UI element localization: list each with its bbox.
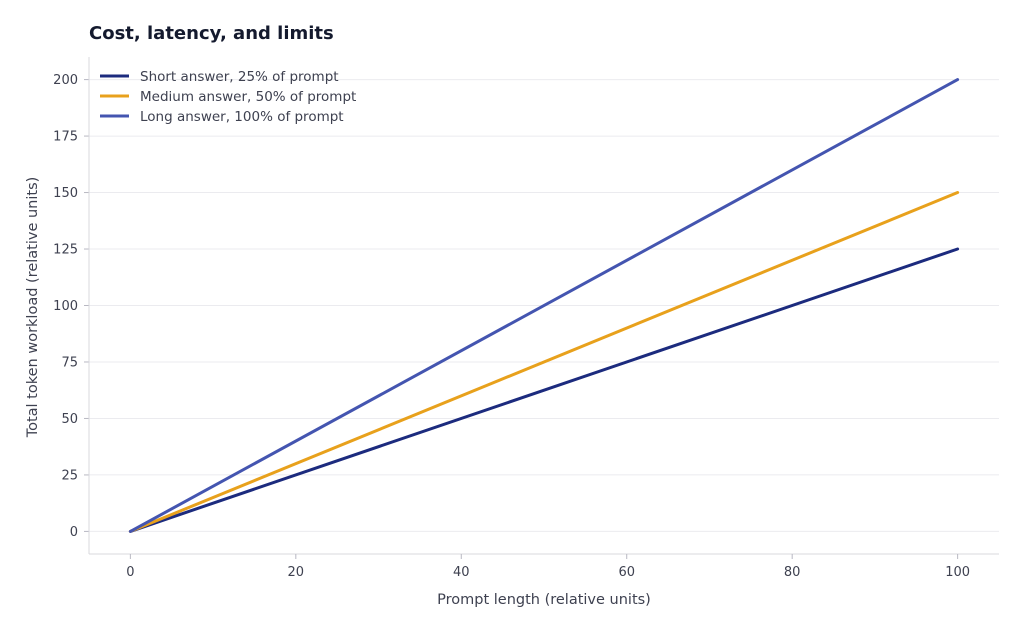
legend-label: Short answer, 25% of prompt	[140, 69, 339, 85]
legend-item: Long answer, 100% of prompt	[100, 109, 344, 125]
y-tick-label: 125	[53, 243, 78, 258]
y-tick-label: 175	[53, 130, 78, 145]
y-tick-label: 100	[53, 299, 78, 314]
series-lines	[128, 78, 960, 533]
x-tick-label: 80	[784, 565, 801, 580]
series-line-3	[128, 78, 960, 533]
legend-item: Short answer, 25% of prompt	[100, 69, 339, 85]
y-tick-label: 75	[61, 355, 78, 370]
x-axis-label: Prompt length (relative units)	[437, 592, 651, 608]
y-axis-label: Total token workload (relative units)	[25, 177, 41, 439]
legend-label: Long answer, 100% of prompt	[140, 109, 344, 125]
x-tick-label: 40	[453, 565, 470, 580]
y-tick-label: 25	[61, 468, 78, 483]
y-tick-label: 0	[70, 525, 78, 540]
axes: 0 25 50 75 100 125 150 175 200 0 20 40 60 80 100	[53, 57, 999, 580]
y-tick-label: 50	[61, 412, 78, 427]
legend-label: Medium answer, 50% of prompt	[140, 89, 356, 105]
x-tick-label: 20	[288, 565, 305, 580]
x-tick-label: 60	[618, 565, 635, 580]
series-line-2	[128, 191, 960, 533]
x-tick-label: 0	[126, 565, 134, 580]
legend-item: Medium answer, 50% of prompt	[100, 89, 356, 105]
y-tick-label: 200	[53, 73, 78, 88]
chart-title: Cost, latency, and limits	[89, 23, 334, 44]
series-line-1	[128, 247, 960, 533]
legend: Short answer, 25% of prompt Medium answer…	[100, 69, 356, 125]
x-tick-label: 100	[945, 565, 970, 580]
y-tick-label: 150	[53, 186, 78, 201]
